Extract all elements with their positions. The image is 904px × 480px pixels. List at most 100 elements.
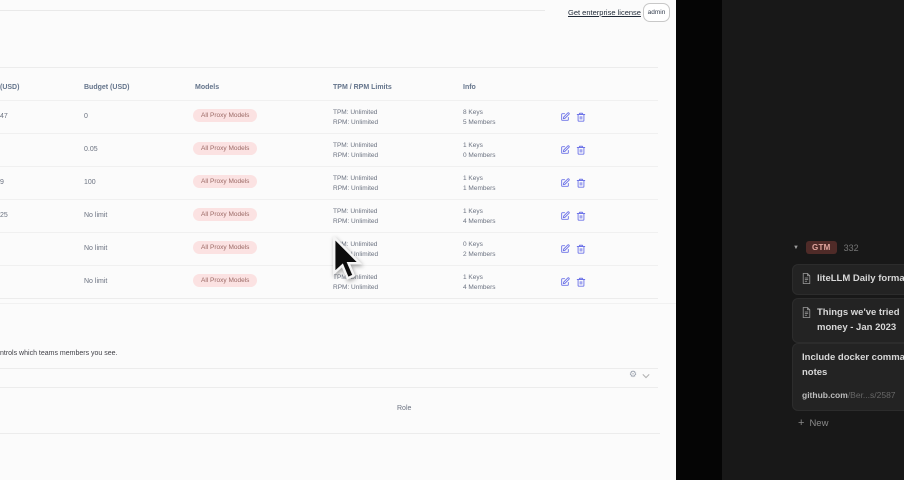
edit-icon[interactable] — [560, 178, 571, 189]
trash-icon[interactable] — [576, 145, 587, 156]
admin-ui-panel: Get enterprise license admin (USD) Budge… — [0, 3, 676, 434]
spend-value: 9 — [0, 179, 4, 186]
members-count: 5 Members — [463, 118, 496, 126]
edit-icon[interactable] — [560, 145, 571, 156]
edit-icon[interactable] — [560, 211, 571, 222]
members-panel-bottom-border — [0, 433, 660, 434]
members-count: 2 Members — [463, 250, 496, 258]
table-row: 9 100 All Proxy Models TPM: Unlimited RP… — [0, 166, 658, 199]
members-count: 4 Members — [463, 283, 496, 291]
notion-board-panel: ▼ GTM 332 liteLLM Daily forma Things we'… — [722, 0, 904, 480]
keys-count: 1 Keys — [463, 274, 483, 281]
budget-value: 0 — [84, 113, 88, 120]
rpm-limit: RPM: Unlimited — [333, 217, 379, 225]
members-count: 0 Members — [463, 151, 496, 159]
card-title: liteLLM Daily forma — [817, 273, 904, 284]
role-column-header: Role — [397, 405, 412, 412]
enterprise-license-link[interactable]: Get enterprise license — [568, 8, 641, 17]
info-cell: 1 Keys 4 Members — [463, 207, 496, 226]
trash-icon[interactable] — [576, 211, 587, 222]
info-cell: 0 Keys 2 Members — [463, 240, 496, 259]
tpm-limit: TPM: Unlimited — [333, 142, 378, 149]
members-table-header-border — [0, 387, 658, 388]
budget-value: No limit — [84, 212, 108, 219]
board-card[interactable]: Include docker comma notes github.com/Be… — [793, 344, 904, 410]
column-header-limits: TPM / RPM Limits — [333, 84, 392, 91]
section-divider — [0, 303, 676, 304]
rpm-limit: RPM: Unlimited — [333, 250, 379, 258]
tpm-limit: TPM: Unlimited — [333, 274, 378, 281]
column-header-spend: (USD) — [0, 84, 20, 91]
card-title-line2: money - Jan 2023 — [817, 321, 897, 333]
topbar-divider — [0, 10, 545, 11]
card-title: Include docker comma notes — [802, 351, 904, 380]
tpm-limit: TPM: Unlimited — [333, 241, 378, 248]
models-badge: All Proxy Models — [193, 241, 258, 254]
column-header-models: Models — [195, 84, 220, 91]
board-group-header: ▼ GTM 332 — [793, 241, 859, 254]
models-badge: All Proxy Models — [193, 208, 258, 221]
edit-icon[interactable] — [560, 277, 571, 288]
column-header-info: Info — [463, 84, 476, 91]
plus-icon: + — [798, 417, 805, 429]
models-badge: All Proxy Models — [193, 175, 258, 188]
gear-icon[interactable]: ⚙ — [629, 369, 638, 379]
keys-count: 1 Keys — [463, 208, 483, 215]
table-row: 47 0 All Proxy Models TPM: Unlimited RPM… — [0, 100, 658, 133]
chevron-down-icon[interactable] — [642, 372, 650, 380]
table-bottom-border — [0, 298, 658, 299]
members-count: 4 Members — [463, 217, 496, 225]
dark-gap — [676, 0, 722, 480]
trash-icon[interactable] — [576, 178, 587, 189]
new-card-label: New — [809, 418, 829, 429]
info-cell: 8 Keys 5 Members — [463, 108, 496, 127]
tpm-limit: TPM: Unlimited — [333, 175, 378, 182]
board-card[interactable]: Things we've tried money - Jan 2023 — [793, 299, 904, 342]
card-title-line1: Things we've tried — [817, 307, 900, 318]
spend-value: 47 — [0, 113, 8, 120]
keys-count: 1 Keys — [463, 175, 483, 182]
admin-user-button[interactable]: admin — [643, 3, 670, 22]
card-link[interactable]: github.com/Ber...s/2587 — [802, 390, 904, 400]
link-path: /Ber...s/2587 — [847, 390, 896, 400]
group-count: 332 — [843, 242, 859, 253]
members-count: 1 Members — [463, 184, 496, 192]
rpm-limit: RPM: Unlimited — [333, 184, 379, 192]
group-tag-badge[interactable]: GTM — [805, 241, 837, 254]
trash-icon[interactable] — [576, 277, 587, 288]
rpm-limit: RPM: Unlimited — [333, 151, 379, 159]
limits-cell: TPM: Unlimited RPM: Unlimited — [333, 108, 378, 127]
keys-count: 8 Keys — [463, 109, 483, 116]
trash-icon[interactable] — [576, 112, 587, 123]
table-row: No limit All Proxy Models TPM: Unlimited… — [0, 232, 658, 265]
models-badge: All Proxy Models — [193, 109, 258, 122]
table-row: 25 No limit All Proxy Models TPM: Unlimi… — [0, 199, 658, 232]
edit-icon[interactable] — [560, 244, 571, 255]
limits-cell: TPM: Unlimited RPM: Unlimited — [333, 141, 378, 160]
card-title: Things we've tried money - Jan 2023 — [817, 306, 900, 335]
info-cell: 1 Keys 0 Members — [463, 141, 496, 160]
models-badge: All Proxy Models — [193, 274, 258, 287]
info-cell: 1 Keys 1 Members — [463, 174, 496, 193]
link-domain: github.com — [802, 390, 848, 400]
table-row: No limit All Proxy Models TPM: Unlimited… — [0, 265, 658, 298]
info-cell: 1 Keys 4 Members — [463, 273, 496, 292]
new-card-button[interactable]: + New — [798, 417, 829, 430]
keys-count: 0 Keys — [463, 241, 483, 248]
rpm-limit: RPM: Unlimited — [333, 118, 379, 126]
board-card[interactable]: liteLLM Daily forma — [793, 265, 904, 294]
card-title-line1: Include docker comma — [802, 352, 904, 363]
edit-icon[interactable] — [560, 112, 571, 123]
page-icon — [802, 273, 811, 284]
spend-value: 25 — [0, 212, 8, 219]
tpm-limit: TPM: Unlimited — [333, 208, 378, 215]
card-title-line2: notes — [802, 366, 828, 378]
members-section-description: ntrols which teams members you see. — [0, 350, 118, 357]
members-panel-top-border — [0, 368, 658, 369]
keys-count: 1 Keys — [463, 142, 483, 149]
budget-value: 100 — [84, 179, 96, 186]
mouse-cursor — [333, 234, 363, 286]
trash-icon[interactable] — [576, 244, 587, 255]
collapse-caret-icon[interactable]: ▼ — [793, 244, 799, 251]
